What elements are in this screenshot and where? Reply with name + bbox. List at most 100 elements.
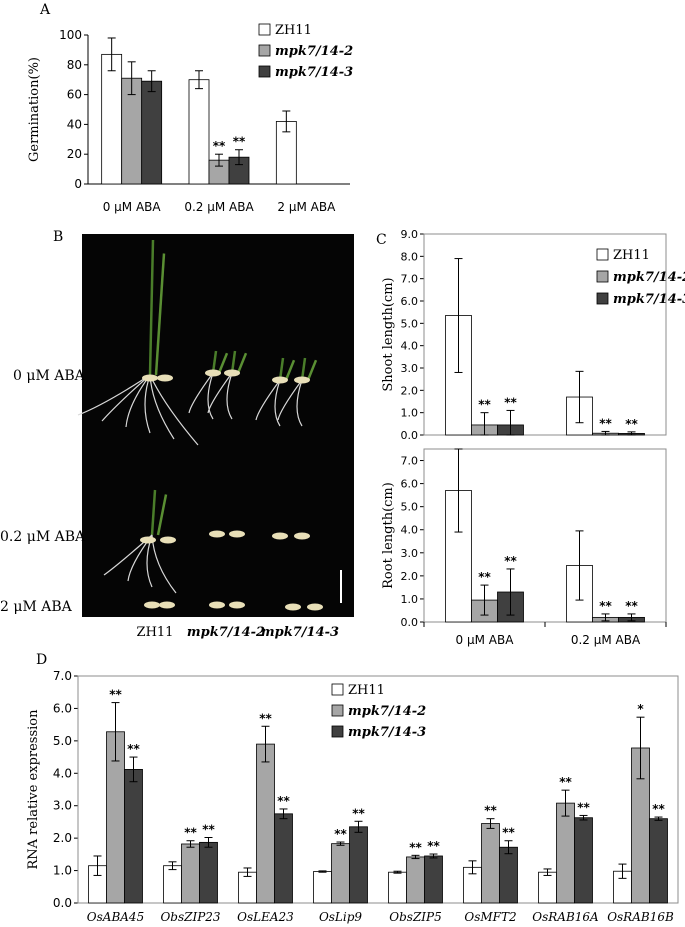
photo-row-label: 0.2 μM ABA	[0, 529, 86, 545]
legend-swatch	[258, 23, 271, 36]
seed	[272, 376, 288, 384]
x-category-label: OsMFT2	[464, 910, 516, 924]
seed	[224, 369, 240, 377]
legend-swatch	[258, 65, 271, 78]
significance-label: **	[184, 826, 197, 840]
y-tick-label: 100	[59, 28, 82, 42]
y-axis-label: Shoot length(cm)	[381, 277, 396, 391]
x-category-label: 2 μM ABA	[277, 200, 336, 214]
x-category-label: OsABA45	[87, 910, 144, 924]
significance-label: **	[625, 417, 638, 431]
shoot	[278, 357, 285, 381]
y-tick-label: 2.0	[401, 384, 419, 397]
seed	[294, 376, 310, 384]
bar	[141, 80, 163, 185]
legend-label: mpk7/14-3	[275, 65, 353, 80]
y-tick-label: 7.0	[401, 455, 419, 468]
chart-C-bottom: 0.0 1.0 2.0 3.0 4.0 5.0 6.0 7.0 Root length(cm) 0…	[381, 448, 667, 647]
x-category-label: OsLEA23	[237, 910, 294, 924]
x-category-label: 0.2 μM ABA	[184, 200, 254, 214]
root	[144, 374, 151, 434]
seed	[307, 603, 323, 611]
chart-D: 0.0 1.0 2.0 3.0 4.0 5.0 6.0 7.0 RNA relative exp…	[26, 669, 679, 924]
bar	[256, 743, 275, 904]
bar	[424, 855, 443, 904]
significance-label: **	[277, 794, 290, 808]
legend-swatch	[331, 683, 344, 696]
legend-label: mpk7/14-2	[275, 44, 353, 59]
x-category-label: 0 μM ABA	[456, 633, 515, 647]
y-tick-label: 20	[67, 147, 82, 161]
shoot	[156, 494, 168, 536]
legend-swatch	[258, 44, 271, 57]
legend-label: mpk7/14-3	[348, 725, 426, 740]
y-tick-label: 4.0	[53, 766, 72, 780]
y-tick-label: 7.0	[401, 273, 419, 286]
y-tick-label: 1.0	[401, 407, 419, 420]
y-tick-label: 0	[74, 177, 82, 191]
y-tick-label: 4.0	[401, 340, 419, 353]
photo-column-label: mpk7/14-3	[261, 625, 339, 640]
legend-label: mpk7/14-2	[348, 704, 426, 719]
y-tick-label: 9.0	[401, 228, 419, 241]
significance-label: **	[233, 135, 246, 149]
plot-frame	[77, 675, 679, 904]
root	[207, 372, 233, 414]
panel-label: B	[53, 229, 63, 245]
shoot	[150, 489, 157, 536]
y-tick-label: 5.0	[53, 734, 72, 748]
x-category-label: OsLip9	[319, 910, 362, 924]
seed	[272, 532, 288, 540]
y-tick-label: 3.0	[401, 362, 419, 375]
significance-label: **	[478, 398, 491, 412]
seed	[159, 601, 175, 609]
significance-label: **	[352, 806, 365, 820]
seed	[157, 374, 173, 382]
seed	[229, 530, 245, 538]
y-tick-label: 6.0	[401, 295, 419, 308]
y-tick-label: 7.0	[53, 669, 72, 683]
shoot	[211, 350, 218, 374]
panel-label: D	[36, 652, 47, 668]
significance-label: **	[427, 839, 440, 853]
y-tick-label: 1.0	[401, 593, 419, 606]
seed	[285, 603, 301, 611]
y-tick-label: 40	[67, 117, 82, 131]
significance-label: *	[637, 702, 644, 716]
y-tick-label: 0.0	[53, 896, 72, 910]
bar	[313, 871, 332, 904]
legend-swatch	[331, 725, 344, 738]
legend-label: mpk7/14-3	[613, 292, 685, 307]
bar	[556, 802, 575, 904]
bar	[274, 813, 293, 904]
y-tick-label: 6.0	[53, 701, 72, 715]
y-tick-label: 0.0	[401, 429, 419, 442]
legend-label: ZH11	[275, 23, 312, 38]
root	[188, 372, 214, 414]
significance-label: **	[109, 688, 122, 702]
bar	[649, 818, 668, 904]
root	[277, 379, 303, 421]
seed	[209, 530, 225, 538]
shoot	[236, 352, 248, 374]
root	[149, 374, 199, 446]
significance-label: **	[599, 416, 612, 430]
y-tick-label: 1.0	[53, 864, 72, 878]
y-tick-label: 8.0	[401, 250, 419, 263]
legend-swatch	[331, 704, 344, 717]
significance-label: **	[625, 599, 638, 613]
shoot	[300, 357, 307, 381]
bar	[481, 823, 500, 904]
y-tick-label: 3.0	[53, 799, 72, 813]
seedling-photo	[82, 234, 354, 617]
seed	[142, 374, 158, 382]
photo-row-label: 2 μM ABA	[0, 599, 73, 615]
chart-C-top: 0.0 1.0 2.0 3.0 4.0 5.0 6.0 7.0 8.0 9.0 Shoot leng…	[381, 228, 685, 442]
legend-label: ZH11	[613, 248, 650, 263]
y-tick-label: 4.0	[401, 524, 419, 537]
seed	[294, 532, 310, 540]
seed	[209, 601, 225, 609]
bar	[101, 53, 123, 185]
y-tick-label: 5.0	[401, 501, 419, 514]
